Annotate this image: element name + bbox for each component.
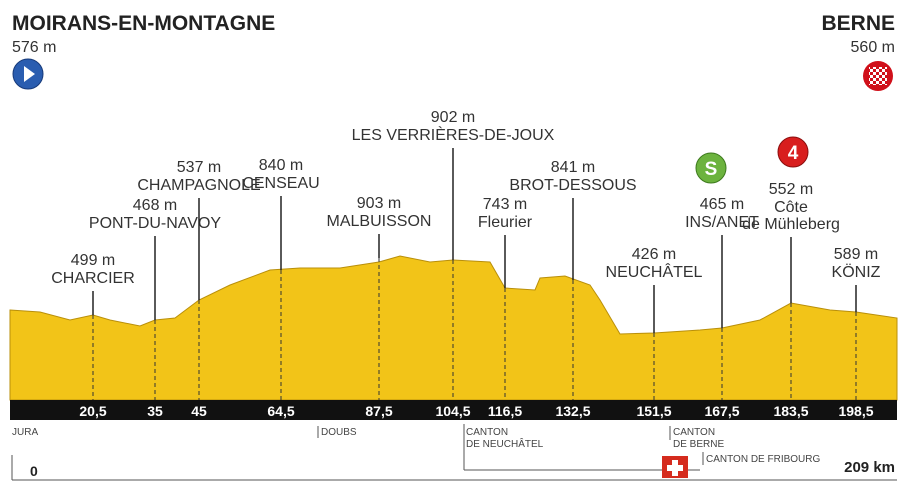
- waypoint-elevation: 426 m: [632, 246, 676, 263]
- km-label: 35: [147, 403, 163, 419]
- waypoint-name: KÖNIZ: [832, 263, 881, 281]
- waypoint-elevation: 552 m: [769, 181, 813, 198]
- finish-flag: [869, 67, 887, 85]
- km-label: 132,5: [555, 403, 590, 419]
- region-label: CANTON: [466, 427, 508, 438]
- km-label: 64,5: [267, 403, 294, 419]
- region-label: CANTON: [673, 427, 715, 438]
- waypoint-elevation: 465 m: [700, 196, 744, 213]
- waypoint-elevation: 840 m: [259, 157, 303, 174]
- waypoint-name: LES VERRIÈRES-DE-JOUX: [352, 125, 555, 144]
- km-bar: [10, 400, 897, 420]
- start-elevation: 576 m: [12, 39, 56, 56]
- km-label: 45: [191, 403, 207, 419]
- waypoint-elevation: 902 m: [431, 109, 475, 126]
- sprint-badge-text: S: [705, 159, 718, 180]
- waypoint-elevation: 841 m: [551, 159, 595, 176]
- waypoint-name: Fleurier: [478, 214, 533, 231]
- km-label: 87,5: [365, 403, 392, 419]
- swiss-cross: [667, 460, 683, 476]
- waypoint-elevation: 537 m: [177, 159, 221, 176]
- finish-name: BERNE: [821, 12, 895, 35]
- region-label: DOUBS: [321, 427, 357, 438]
- waypoint-name: CENSEAU: [242, 175, 319, 192]
- profile: [9, 255, 898, 401]
- waypoint-elevation: 903 m: [357, 195, 401, 212]
- waypoint-elevation: 499 m: [71, 252, 115, 269]
- waypoint-name: CHAMPAGNOLE: [137, 177, 260, 194]
- distance-start: 0: [30, 463, 38, 479]
- waypoint-elevation: 589 m: [834, 246, 878, 263]
- waypoint-name: INS/ANET: [685, 214, 759, 231]
- km-label: 20,5: [79, 403, 106, 419]
- climb-badge: [777, 136, 809, 168]
- waypoint-name: CHARCIER: [51, 270, 135, 287]
- finish-elevation: 560 m: [851, 39, 895, 56]
- km-label: 151,5: [636, 403, 671, 419]
- climb-badge-text: 4: [788, 143, 799, 164]
- waypoint-name: PONT-DU-NAVOY: [89, 215, 221, 232]
- waypoint-name: BROT-DESSOUS: [509, 177, 636, 194]
- region-lines: [11, 424, 897, 481]
- km-label: 198,5: [838, 403, 873, 419]
- region-label: CANTON DE FRIBOURG: [706, 454, 820, 465]
- region-label: DE NEUCHÂTEL: [466, 437, 544, 450]
- waypoint-elevation: 468 m: [133, 197, 177, 214]
- sprint-badge: [695, 152, 727, 184]
- waypoint-elevation: 743 m: [483, 196, 527, 213]
- start-arrow: [24, 66, 35, 82]
- region-label: JURA: [12, 427, 38, 438]
- km-label: 183,5: [773, 403, 808, 419]
- distance-end: 209 km: [844, 459, 895, 476]
- km-label: 116,5: [488, 403, 522, 419]
- start-name: MOIRANS-EN-MONTAGNE: [12, 12, 275, 35]
- waypoint-name: Côte: [774, 199, 808, 216]
- km-label: 167,5: [704, 403, 739, 419]
- waypoint-name: MALBUISSON: [327, 213, 432, 230]
- waypoint-name: NEUCHÂTEL: [606, 262, 703, 281]
- region-label: DE BERNE: [673, 439, 724, 450]
- waypoint-name: de Mühleberg: [742, 216, 840, 233]
- km-label: 104,5: [435, 403, 470, 419]
